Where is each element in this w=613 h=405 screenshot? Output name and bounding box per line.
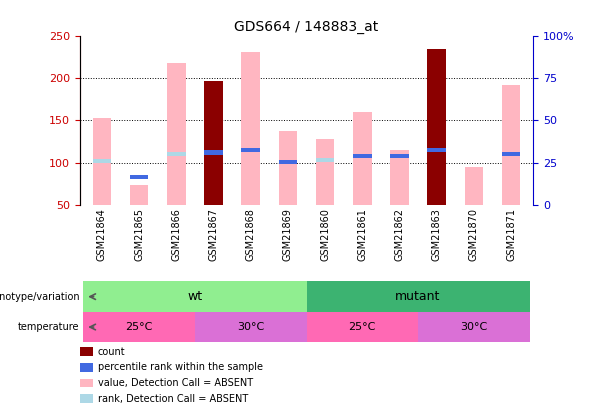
- Bar: [130, 175, 148, 179]
- Text: GSM21863: GSM21863: [432, 208, 441, 261]
- Bar: [427, 148, 446, 152]
- Text: 25°C: 25°C: [349, 322, 376, 332]
- Text: 30°C: 30°C: [237, 322, 264, 332]
- Text: rank, Detection Call = ABSENT: rank, Detection Call = ABSENT: [98, 394, 248, 404]
- FancyBboxPatch shape: [83, 312, 195, 342]
- Bar: [80, 394, 93, 403]
- Text: GSM21869: GSM21869: [283, 208, 293, 261]
- Bar: [427, 49, 446, 205]
- Bar: [93, 159, 112, 163]
- Bar: [353, 153, 371, 158]
- Text: 25°C: 25°C: [126, 322, 153, 332]
- Bar: [316, 158, 334, 162]
- Text: mutant: mutant: [395, 290, 441, 303]
- Bar: [390, 150, 409, 205]
- Text: wt: wt: [188, 290, 202, 303]
- Text: GSM21871: GSM21871: [506, 208, 516, 261]
- Text: count: count: [98, 347, 126, 357]
- Text: GSM21865: GSM21865: [134, 208, 144, 261]
- Bar: [204, 81, 223, 205]
- Bar: [316, 139, 334, 205]
- Bar: [501, 152, 520, 156]
- Text: GSM21861: GSM21861: [357, 208, 367, 261]
- Text: GSM21860: GSM21860: [320, 208, 330, 261]
- Bar: [204, 81, 223, 205]
- Bar: [353, 112, 371, 205]
- Bar: [80, 379, 93, 388]
- Bar: [279, 160, 297, 164]
- Text: GSM21867: GSM21867: [208, 208, 219, 261]
- Bar: [130, 185, 148, 205]
- FancyBboxPatch shape: [83, 281, 306, 312]
- FancyBboxPatch shape: [195, 312, 306, 342]
- Bar: [501, 85, 520, 205]
- Text: 30°C: 30°C: [460, 322, 487, 332]
- FancyBboxPatch shape: [418, 312, 530, 342]
- Bar: [80, 363, 93, 372]
- Bar: [279, 130, 297, 205]
- Bar: [80, 347, 93, 356]
- Text: GSM21868: GSM21868: [246, 208, 256, 261]
- Bar: [390, 153, 409, 158]
- Text: GSM21866: GSM21866: [172, 208, 181, 261]
- FancyBboxPatch shape: [306, 312, 418, 342]
- Title: GDS664 / 148883_at: GDS664 / 148883_at: [234, 20, 379, 34]
- Text: temperature: temperature: [18, 322, 80, 332]
- Bar: [204, 150, 223, 155]
- Bar: [167, 63, 186, 205]
- Bar: [93, 118, 112, 205]
- Text: value, Detection Call = ABSENT: value, Detection Call = ABSENT: [98, 378, 253, 388]
- Bar: [242, 51, 260, 205]
- Text: genotype/variation: genotype/variation: [0, 292, 80, 302]
- Bar: [242, 148, 260, 152]
- Bar: [465, 167, 483, 205]
- FancyBboxPatch shape: [306, 281, 530, 312]
- Text: GSM21862: GSM21862: [394, 208, 405, 261]
- Bar: [167, 152, 186, 156]
- Text: GSM21870: GSM21870: [469, 208, 479, 261]
- Text: percentile rank within the sample: percentile rank within the sample: [98, 362, 263, 372]
- Bar: [427, 49, 446, 205]
- Text: GSM21864: GSM21864: [97, 208, 107, 261]
